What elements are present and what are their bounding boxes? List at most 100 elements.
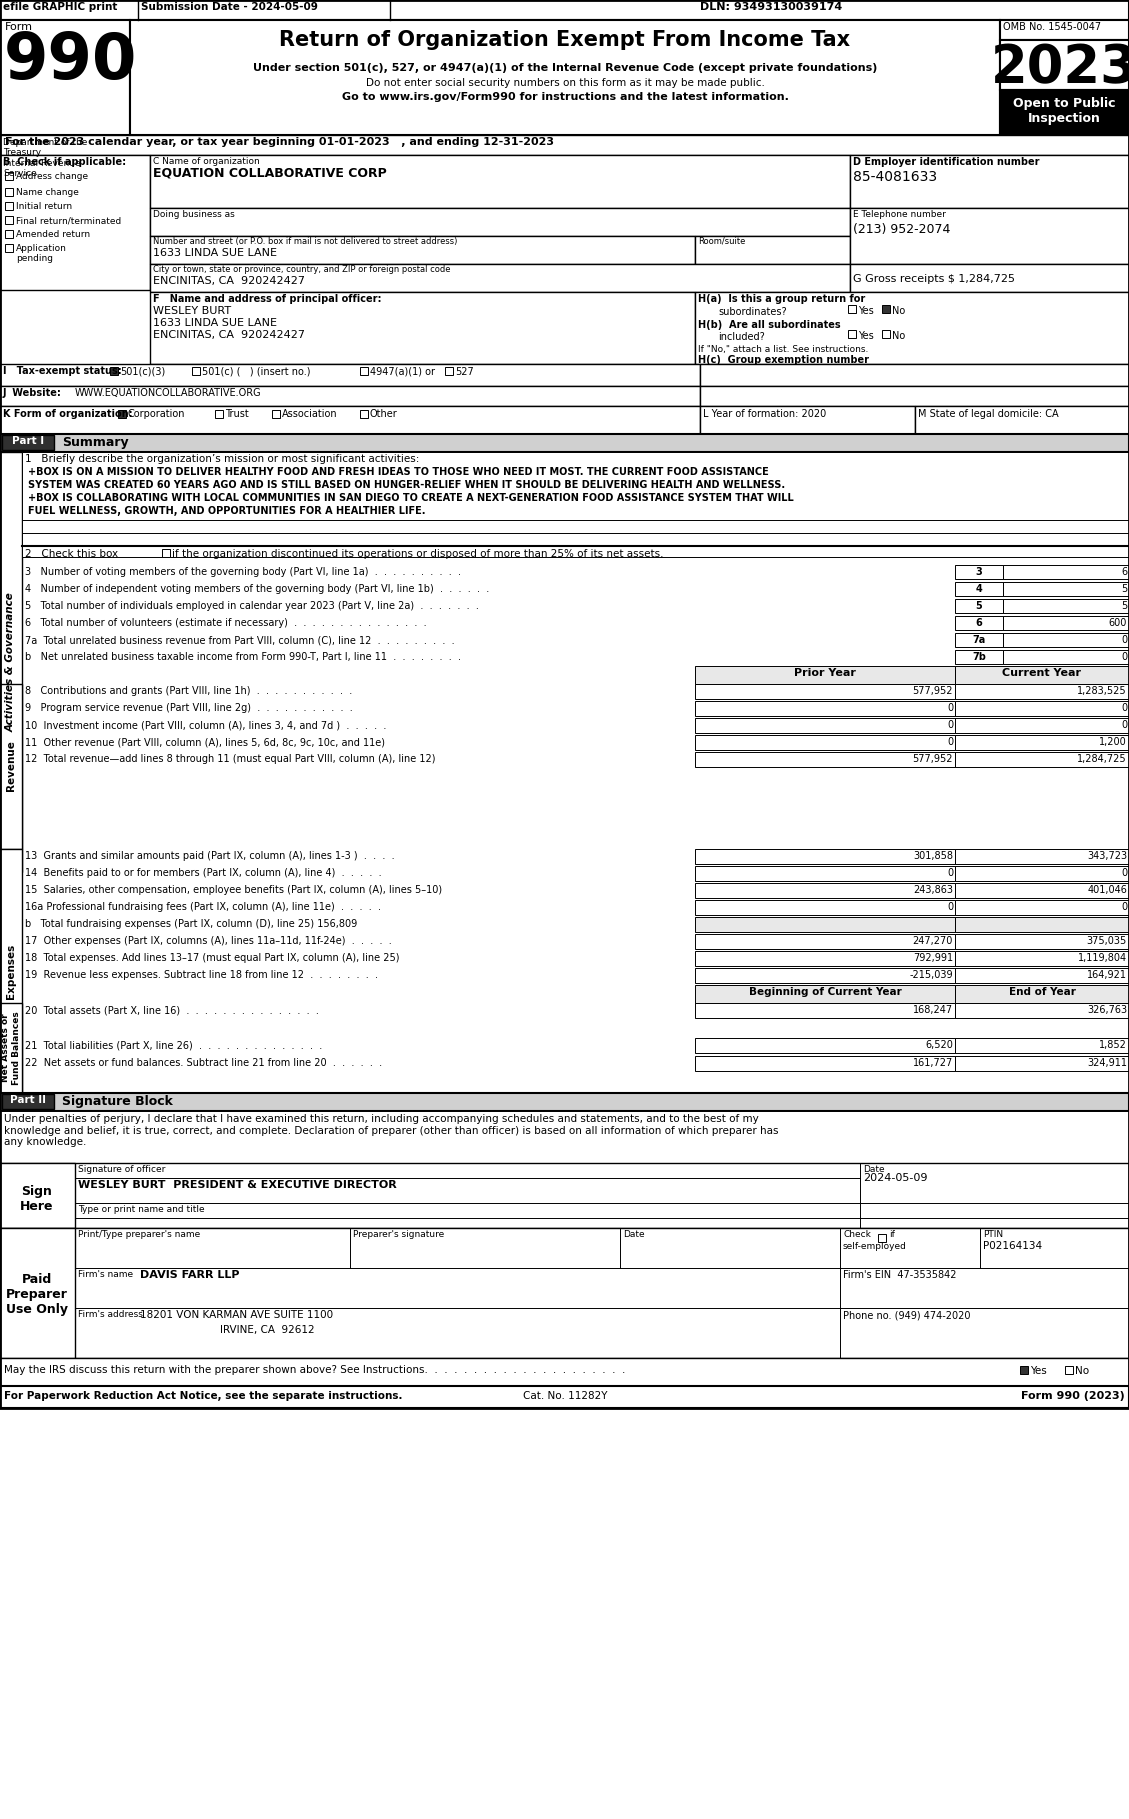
Bar [445,367,453,375]
Text: Current Year: Current Year [1003,668,1082,678]
Bar [150,207,850,236]
Bar [700,406,914,435]
Text: OMB No. 1545-0047: OMB No. 1545-0047 [1003,22,1101,33]
Text: G Gross receipts $ 1,284,725: G Gross receipts $ 1,284,725 [854,275,1015,284]
Bar [2,435,54,449]
Bar [0,0,1129,20]
Bar [955,719,1129,733]
Bar [695,917,955,931]
Text: 0: 0 [1121,702,1127,713]
Bar [850,155,1129,207]
Text: 5   Total number of individuals employed in calendar year 2023 (Part V, line 2a): 5 Total number of individuals employed i… [25,600,479,611]
Text: FUEL WELLNESS, GROWTH, AND OPPORTUNITIES FOR A HEALTHIER LIFE.: FUEL WELLNESS, GROWTH, AND OPPORTUNITIES… [28,506,426,517]
Text: 324,911: 324,911 [1087,1059,1127,1068]
Text: 0: 0 [947,737,953,748]
Bar [0,155,150,289]
Bar [272,409,280,418]
Bar [0,451,21,871]
Bar [0,435,1129,451]
Bar [1065,1366,1073,1373]
Bar [1003,582,1129,597]
Bar [1003,617,1129,629]
Bar [695,1002,955,1019]
Bar [150,293,695,364]
Text: H(a)  Is this a group return for: H(a) Is this a group return for [698,295,865,304]
Text: Check: Check [843,1230,870,1239]
Bar [0,1093,1129,1111]
Bar [955,1057,1129,1071]
Bar [130,20,1000,135]
Text: 243,863: 243,863 [913,886,953,895]
Bar [215,409,224,418]
Text: Date: Date [863,1164,885,1173]
Text: Expenses: Expenses [6,944,16,999]
Text: 577,952: 577,952 [912,686,953,697]
Text: 9   Program service revenue (Part VIII, line 2g)  .  .  .  .  .  .  .  .  .  .  : 9 Program service revenue (Part VIII, li… [25,702,352,713]
Text: Name change: Name change [16,187,79,196]
Text: 10  Investment income (Part VIII, column (A), lines 3, 4, and 7d )  .  .  .  .  : 10 Investment income (Part VIII, column … [25,720,386,729]
Text: 164,921: 164,921 [1087,970,1127,980]
Bar [0,20,130,135]
Text: 21  Total liabilities (Part X, line 26)  .  .  .  .  .  .  .  .  .  .  .  .  .  : 21 Total liabilities (Part X, line 26) .… [25,1040,322,1050]
Text: 527: 527 [455,367,474,377]
Bar [695,735,955,749]
Bar [955,866,1129,880]
Bar [955,968,1129,982]
Text: Part II: Part II [10,1095,46,1104]
Text: Prior Year: Prior Year [794,668,856,678]
Text: 401,046: 401,046 [1087,886,1127,895]
Text: Go to www.irs.gov/Form990 for instructions and the latest information.: Go to www.irs.gov/Form990 for instructio… [342,93,788,102]
Text: C Name of organization: C Name of organization [154,156,260,166]
Bar [695,882,955,899]
Text: 1,200: 1,200 [1100,737,1127,748]
Text: Under penalties of perjury, I declare that I have examined this return, includin: Under penalties of perjury, I declare th… [5,1113,779,1148]
Bar [0,849,21,1093]
Text: Initial return: Initial return [16,202,72,211]
Bar [2,1093,54,1110]
Bar [0,0,1129,1408]
Bar [955,582,1003,597]
Text: 501(c) (   ) (insert no.): 501(c) ( ) (insert no.) [202,367,310,377]
Text: 18  Total expenses. Add lines 13–17 (must equal Part IX, column (A), line 25): 18 Total expenses. Add lines 13–17 (must… [25,953,400,962]
Text: L Year of formation: 2020: L Year of formation: 2020 [703,409,826,418]
Text: 0: 0 [947,720,953,729]
Text: 6   Total number of volunteers (estimate if necessary)  .  .  .  .  .  .  .  .  : 6 Total number of volunteers (estimate i… [25,618,427,628]
Bar [360,367,368,375]
Bar [882,329,890,338]
Text: E Telephone number: E Telephone number [854,209,946,218]
Bar [695,951,955,966]
Text: 18201 VON KARMAN AVE SUITE 1100: 18201 VON KARMAN AVE SUITE 1100 [140,1310,333,1321]
Text: DAVIS FARR LLP: DAVIS FARR LLP [140,1270,239,1281]
Text: No: No [892,331,905,340]
Text: Department of the
Treasury
Internal Revenue
Service: Department of the Treasury Internal Reve… [3,138,87,178]
Text: 4   Number of independent voting members of the governing body (Part VI, line 1b: 4 Number of independent voting members o… [25,584,489,595]
Bar [695,866,955,880]
Text: 3: 3 [975,568,982,577]
Bar [0,1359,1129,1386]
Bar [955,617,1003,629]
Text: Print/Type preparer's name: Print/Type preparer's name [78,1230,200,1239]
Bar [700,364,1129,386]
Bar [5,173,14,180]
Text: 4: 4 [975,584,982,595]
Text: 7a  Total unrelated business revenue from Part VIII, column (C), line 12  .  .  : 7a Total unrelated business revenue from… [25,635,455,646]
Text: if: if [889,1230,895,1239]
Text: 5: 5 [1121,584,1127,595]
Text: WWW.EQUATIONCOLLABORATIVE.ORG: WWW.EQUATIONCOLLABORATIVE.ORG [75,387,262,398]
Bar [848,306,856,313]
Text: Other: Other [370,409,397,418]
Bar [21,451,1129,557]
Text: End of Year: End of Year [1008,988,1076,997]
Text: Final return/terminated: Final return/terminated [16,216,121,226]
Text: Signature of officer: Signature of officer [78,1164,165,1173]
Text: ENCINITAS, CA  920242427: ENCINITAS, CA 920242427 [154,329,305,340]
Text: 0: 0 [947,868,953,879]
Text: Number and street (or P.O. box if mail is not delivered to street address): Number and street (or P.O. box if mail i… [154,236,457,246]
Bar [695,933,955,950]
Text: EQUATION COLLABORATIVE CORP: EQUATION COLLABORATIVE CORP [154,166,387,178]
Bar [695,751,955,768]
Bar [850,264,1129,293]
Bar [1019,1366,1029,1373]
Bar [955,1039,1129,1053]
Bar [955,633,1003,648]
